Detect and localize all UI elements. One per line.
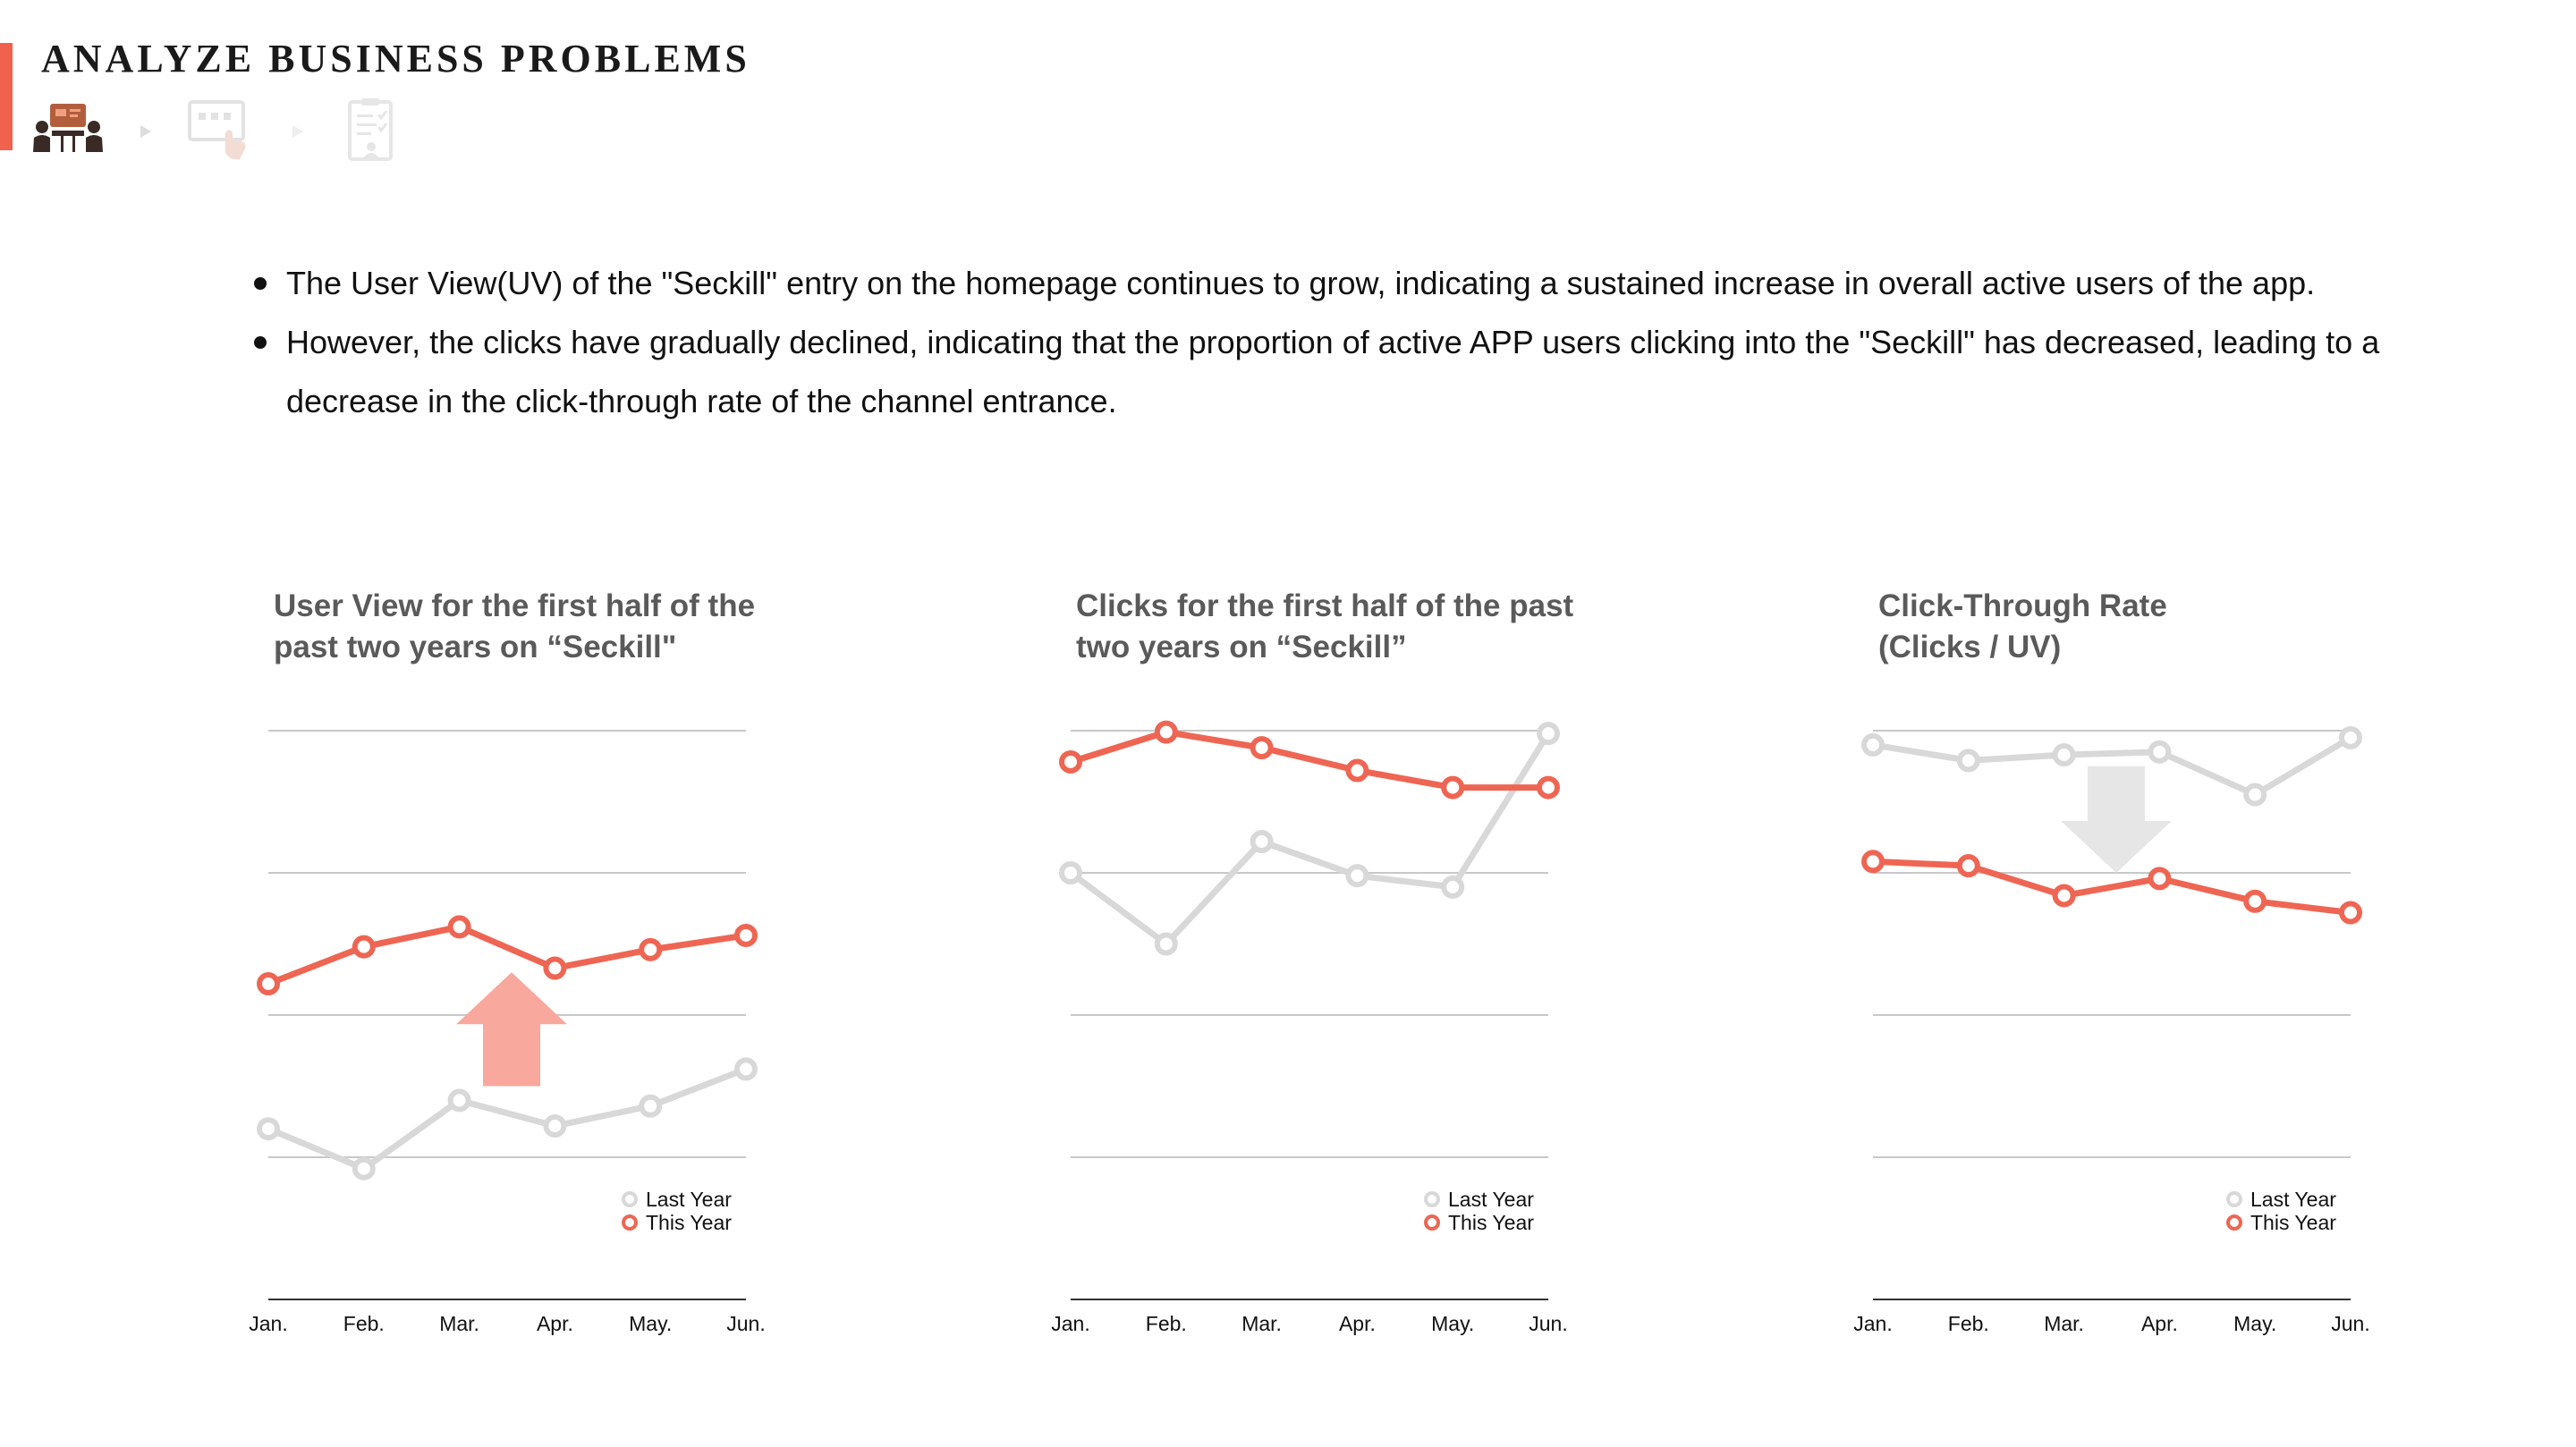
data-point-this-year xyxy=(1861,850,1885,874)
x-tick-label: Jan. xyxy=(1853,1312,1892,1335)
data-point-this-year xyxy=(1441,775,1465,800)
legend-label: Last Year xyxy=(1448,1188,1534,1211)
data-point-last-year xyxy=(257,1117,280,1141)
data-point-this-year xyxy=(257,972,280,996)
legend-label: Last Year xyxy=(2250,1188,2336,1211)
series-line-last-year xyxy=(1068,732,1551,947)
bullet-item: However, the clicks have gradually decli… xyxy=(254,313,2383,431)
data-point-this-year xyxy=(639,937,663,961)
series-line-this-year xyxy=(1872,858,2351,916)
legend-marker xyxy=(2226,1191,2242,1207)
legend-marker xyxy=(1424,1191,1440,1207)
x-tick-label: Jan. xyxy=(1051,1312,1089,1335)
legend-marker xyxy=(622,1214,638,1231)
data-point-last-year xyxy=(1154,932,1178,956)
data-point-this-year xyxy=(734,923,758,947)
series-line-last-year xyxy=(1872,734,2352,799)
x-tick-label: Jun. xyxy=(2331,1312,2369,1335)
data-point-last-year xyxy=(1861,732,1885,757)
x-tick-label: Apr. xyxy=(2141,1312,2178,1335)
x-tick-label: May. xyxy=(2233,1312,2276,1335)
x-tick-label: Mar. xyxy=(2044,1312,2084,1335)
x-tick-label: Feb. xyxy=(1948,1312,1989,1335)
legend-label: Last Year xyxy=(646,1188,732,1211)
data-point-last-year xyxy=(1441,875,1465,899)
data-point-last-year xyxy=(2148,740,2172,764)
series-line-this-year xyxy=(267,923,747,987)
trend-up-arrow xyxy=(456,972,567,1087)
legend-label: This Year xyxy=(646,1211,732,1234)
page-title: ANALYZE BUSINESS PROBLEMS xyxy=(41,37,750,80)
chart-title: User View for the first half of the past… xyxy=(274,588,756,664)
data-point-this-year xyxy=(1250,736,1274,760)
data-point-last-year xyxy=(352,1156,376,1180)
x-tick-label: May. xyxy=(629,1312,672,1335)
legend-marker xyxy=(1424,1214,1440,1231)
legend-marker xyxy=(2226,1214,2242,1231)
data-point-this-year xyxy=(1345,758,1369,783)
data-point-last-year xyxy=(2243,783,2267,807)
chart-title: Clicks for the first half of the past tw… xyxy=(1076,588,1574,664)
data-point-this-year xyxy=(1154,720,1178,744)
x-tick-label: Jan. xyxy=(249,1312,287,1335)
data-point-last-year xyxy=(2052,743,2076,767)
x-tick-label: Jun. xyxy=(726,1312,765,1335)
series-line-this-year xyxy=(1069,729,1548,791)
data-point-this-year xyxy=(2052,884,2076,908)
step-arrow-icon xyxy=(292,125,303,138)
step-arrow-icon xyxy=(140,125,151,138)
legend-label: This Year xyxy=(2250,1211,2336,1234)
data-point-last-year xyxy=(1250,830,1274,854)
chart-ctr: Click-Through Rate (Clicks / UV) Jan. Feb… xyxy=(1853,586,2415,1346)
bullet-item: The User View(UV) of the "Seckill" entry… xyxy=(254,254,2383,313)
trend-down-arrow xyxy=(2061,766,2172,873)
x-tick-label: Mar. xyxy=(1241,1312,1282,1335)
series-line-last-year xyxy=(267,1066,748,1172)
data-point-this-year xyxy=(352,935,376,959)
screen-click-icon xyxy=(188,100,246,160)
data-point-this-year xyxy=(2339,901,2362,925)
data-point-last-year xyxy=(1956,749,1980,773)
data-point-last-year xyxy=(734,1057,758,1081)
data-point-last-year xyxy=(447,1088,471,1113)
x-tick-label: Feb. xyxy=(1146,1312,1187,1335)
x-tick-label: Apr. xyxy=(537,1312,573,1335)
data-point-last-year xyxy=(543,1114,567,1138)
data-point-this-year xyxy=(1059,749,1082,774)
chart-clicks: Clicks for the first half of the past tw… xyxy=(1051,586,1613,1346)
data-point-this-year xyxy=(1537,775,1560,800)
clipboard-checklist-icon xyxy=(348,98,393,161)
x-tick-label: May. xyxy=(1431,1312,1474,1335)
data-point-last-year xyxy=(639,1094,663,1118)
data-point-this-year xyxy=(543,956,567,980)
x-tick-label: Feb. xyxy=(343,1312,385,1335)
meeting-icon xyxy=(33,104,103,152)
insight-bullets: The User View(UV) of the "Seckill" entry… xyxy=(254,254,2383,431)
data-point-last-year xyxy=(1345,864,1369,888)
chart-title: Click-Through Rate (Clicks / UV) xyxy=(1878,588,2167,664)
data-point-last-year xyxy=(2339,725,2362,749)
data-point-this-year xyxy=(1956,854,1980,878)
accent-bar xyxy=(0,43,13,150)
data-point-last-year xyxy=(1537,722,1560,746)
chart-user-view: User View for the first half of the past… xyxy=(249,586,810,1346)
data-point-this-year xyxy=(2148,867,2172,891)
data-point-last-year xyxy=(1059,861,1082,884)
x-tick-label: Apr. xyxy=(1339,1312,1376,1335)
legend-label: This Year xyxy=(1448,1211,1534,1234)
legend-marker xyxy=(622,1191,638,1207)
data-point-this-year xyxy=(447,915,471,939)
data-point-this-year xyxy=(2243,889,2267,913)
x-tick-label: Jun. xyxy=(1529,1312,1567,1335)
x-tick-label: Mar. xyxy=(439,1312,479,1335)
